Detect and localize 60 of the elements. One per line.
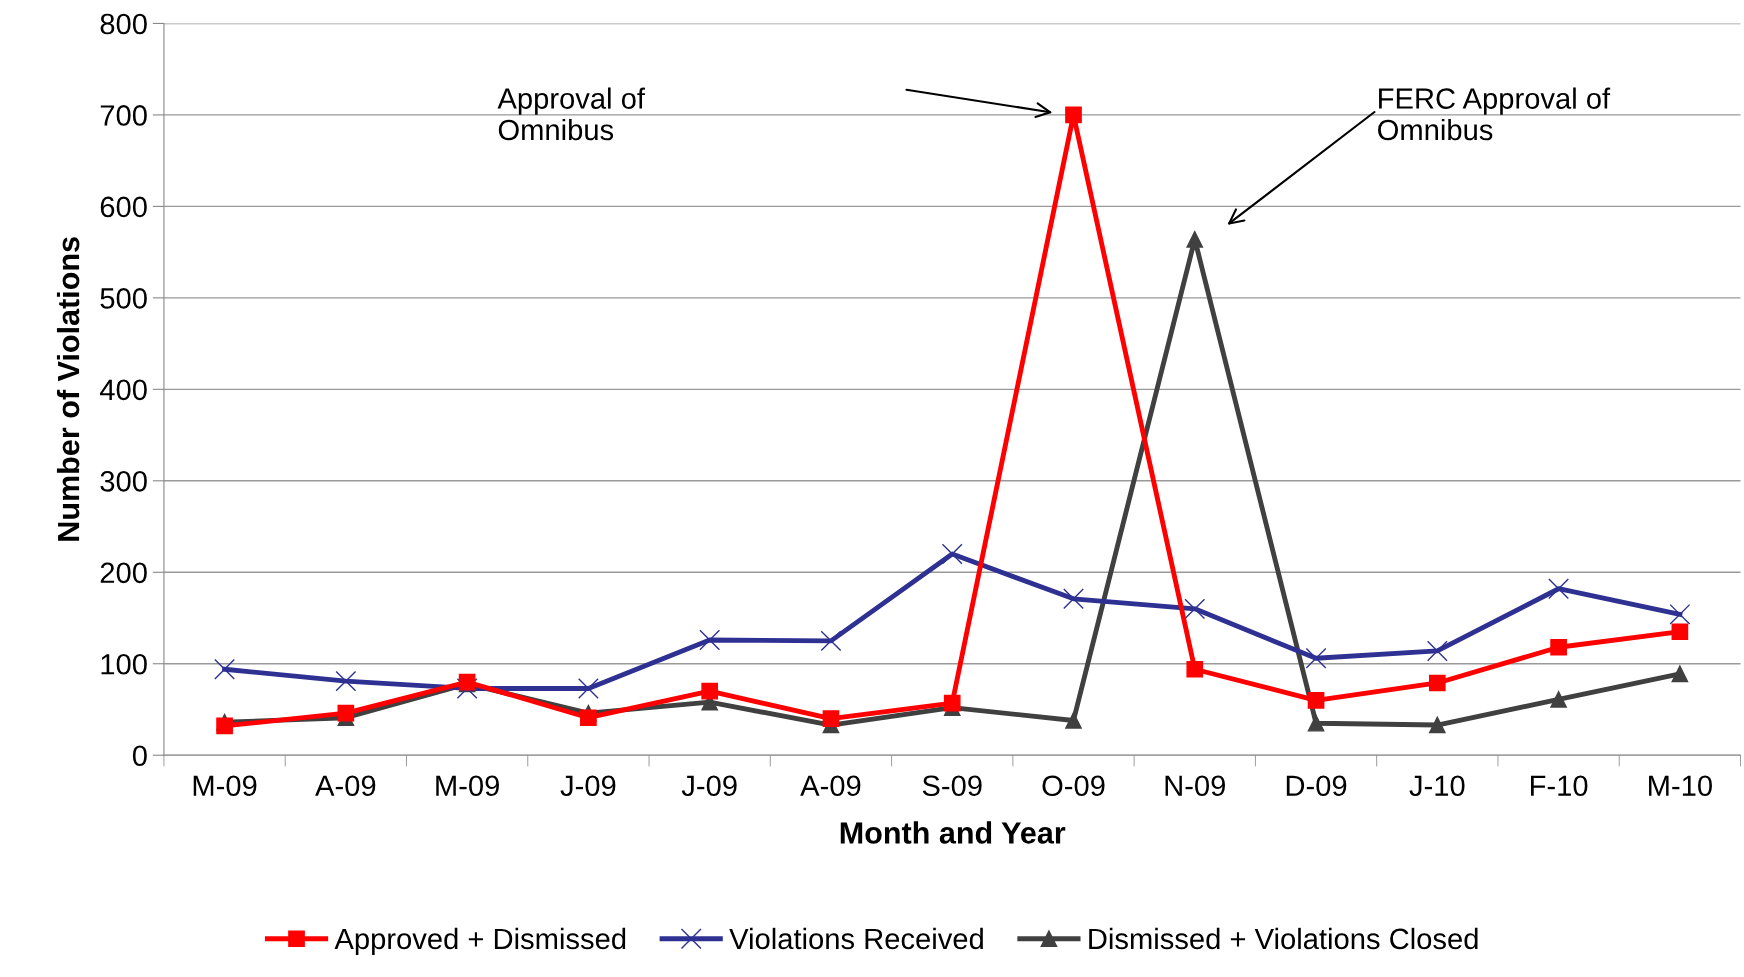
point [335,670,357,692]
x-tick-label: J-09 [560,775,616,797]
legend-label: Approved + Dismissed [334,927,626,956]
x-tick-label: F-10 [1531,775,1588,797]
x-tick-label: O-09 [1042,775,1105,797]
y-tick-label: 700 [100,105,147,126]
x-tick-label: M-09 [436,775,499,797]
x-tick-label: J-10 [1409,775,1465,797]
point [1428,716,1446,734]
y-tick-label: 500 [100,288,147,309]
x-tick-label: A-09 [800,775,861,797]
point [456,678,478,699]
point [214,658,235,680]
point [1063,588,1084,610]
point [1186,660,1204,678]
point [943,694,961,712]
x-tick-label: D-09 [1286,775,1347,797]
point [699,629,721,651]
point [337,704,355,722]
y-tick-label: 100 [101,653,147,675]
y-tick-label: 800 [100,13,147,35]
point [1428,674,1446,692]
point [701,682,719,700]
point [1307,692,1325,709]
x-tick-label: M-10 [1649,775,1712,797]
x-tick-label: M-09 [193,775,257,797]
y-tick-label: 0 [132,745,147,767]
point [580,709,597,727]
point [1186,230,1204,248]
y-tick-label: 200 [100,562,147,584]
x-tick-label: A-09 [315,775,376,797]
y-tick-label: 400 [99,379,147,401]
x-tick-label: J-09 [681,775,737,797]
x-axis-title: Month and Year [840,821,1066,844]
point [822,710,840,727]
point [1307,714,1325,732]
x-tick-label: N-09 [1165,775,1225,797]
point [1550,691,1567,708]
point [1550,638,1567,656]
point [1065,712,1082,729]
y-tick-label: 300 [100,471,147,492]
point [1065,106,1082,124]
point [1669,603,1691,625]
point [577,678,599,699]
legend-label: Violations Received [729,927,983,950]
point [216,717,233,735]
point [1184,598,1206,620]
annotation: Approval of Omnibus [497,87,646,141]
point [1426,640,1448,662]
y-axis-title: Number of Violations [56,237,80,541]
point [941,543,963,565]
point [1671,623,1689,641]
y-tick-label: 600 [100,196,147,218]
point [1548,578,1570,600]
annotation: FERC Approval of Omnibus [1378,87,1611,141]
point [1305,647,1327,669]
point [820,630,842,652]
legend-label: Dismissed + Violations Closed [1089,927,1478,950]
point [1671,665,1689,683]
x-tick-label: S-09 [922,775,982,797]
